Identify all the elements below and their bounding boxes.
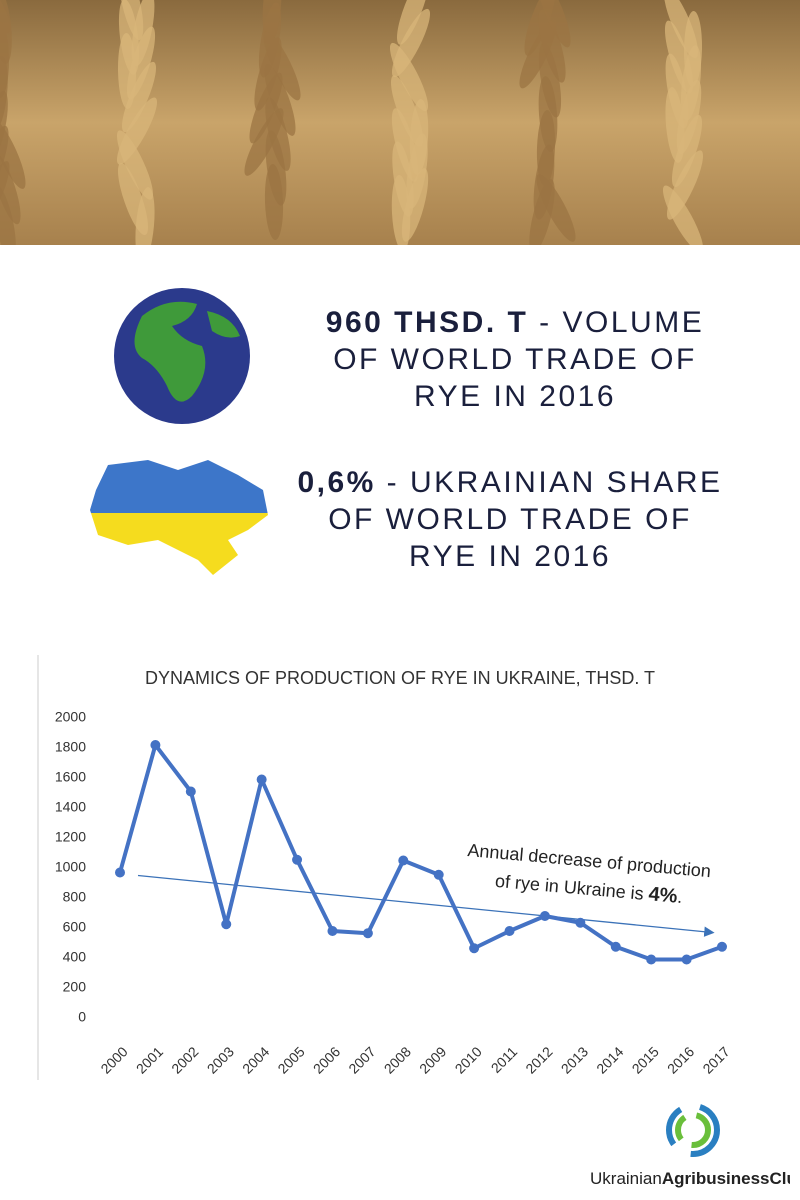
wheat-ear	[0, 119, 26, 189]
x-tick-label: 2017	[699, 1043, 732, 1076]
logo-word: Ukrainian	[590, 1169, 662, 1188]
data-point	[115, 867, 125, 878]
y-tick-label: 200	[63, 979, 87, 995]
data-point	[221, 919, 232, 930]
y-tick-label: 1200	[55, 829, 86, 845]
x-tick-label: 2003	[204, 1043, 237, 1076]
x-tick-label: 2001	[133, 1043, 166, 1076]
data-point	[575, 917, 586, 928]
wheat-ear	[538, 42, 562, 118]
x-tick-label: 2016	[664, 1043, 697, 1076]
globe-icon	[114, 288, 250, 424]
y-tick-label: 0	[78, 1009, 86, 1025]
x-tick-label: 2004	[239, 1043, 272, 1076]
trend-line	[137, 874, 715, 937]
y-tick-label: 400	[63, 949, 87, 965]
x-tick-label: 2008	[381, 1043, 414, 1076]
data-point	[681, 954, 692, 965]
stat-2: 0,6% - UKRAINIAN SHARE OF WORLD TRADE OF…	[290, 464, 730, 575]
data-point	[717, 941, 727, 952]
wheat-ear	[116, 97, 158, 165]
wheat-ear	[264, 64, 296, 136]
wheat-ear	[391, 8, 431, 78]
x-tick-label: 2012	[522, 1043, 555, 1076]
data-point	[256, 774, 267, 785]
data-point	[150, 740, 161, 750]
x-tick-label: 2002	[168, 1043, 201, 1076]
wheat-ear	[0, 151, 21, 225]
wheat-ear	[265, 97, 291, 171]
stat-1: 960 THSD. T - VOLUME OF WORLD TRADE OF R…	[300, 304, 730, 415]
data-point	[433, 869, 444, 880]
data-point	[539, 911, 550, 921]
logo-ring	[666, 1103, 720, 1157]
logo: UkrainianAgribusinessClub	[590, 1103, 790, 1188]
x-tick-label: 2014	[593, 1043, 626, 1076]
y-tick-label: 2000	[55, 709, 86, 725]
ukraine-map	[90, 460, 268, 575]
data-point	[504, 926, 515, 936]
wheat-ear	[683, 11, 703, 87]
data-point	[610, 941, 621, 952]
x-tick-label: 2011	[488, 1043, 521, 1076]
wheat-ear	[666, 150, 704, 220]
wheat-ear	[538, 9, 566, 83]
wheat-ear	[131, 0, 155, 67]
wheat-ear	[262, 0, 282, 44]
data-point	[292, 854, 303, 865]
wheat-ear	[0, 0, 12, 64]
chart: DYNAMICS OF PRODUCTION OF RYE IN UKRAINE…	[37, 655, 733, 1080]
stat-text: - UKRAINIAN SHARE OF WORLD TRADE OF RYE …	[328, 466, 723, 573]
logo-word: Club	[770, 1169, 790, 1188]
chart-title: DYNAMICS OF PRODUCTION OF RYE IN UKRAINE…	[145, 668, 655, 688]
data-point	[646, 954, 657, 965]
x-tick-label: 2005	[274, 1043, 307, 1076]
x-tick-label: 2006	[310, 1043, 343, 1076]
x-tick-label: 2010	[452, 1043, 485, 1076]
logo-word: Agribusiness	[662, 1169, 770, 1188]
wheat-ear	[263, 31, 301, 101]
stat-value: 960 THSD. T	[325, 306, 529, 339]
y-tick-label: 1800	[55, 739, 86, 755]
x-tick-label: 2015	[629, 1043, 662, 1076]
annotation-part: .	[677, 886, 684, 906]
y-tick-label: 1600	[55, 769, 86, 785]
x-tick-label: 2009	[416, 1043, 449, 1076]
wheat-ear	[121, 61, 157, 133]
data-point	[469, 943, 480, 954]
x-tick-label: 2013	[558, 1043, 591, 1076]
data-point	[398, 855, 409, 866]
x-tick-label: 2000	[97, 1043, 130, 1076]
annotation-part: of rye in Ukraine is	[494, 871, 649, 904]
wheat-ear	[0, 184, 16, 245]
stat-text: - VOLUME OF WORLD TRADE OF RYE IN 2016	[333, 306, 705, 413]
x-tick-label: 2007	[345, 1043, 378, 1076]
wheat-ear	[671, 114, 703, 188]
y-tick-label: 800	[63, 889, 87, 905]
wheat-ear	[396, 0, 430, 45]
logo-text: UkrainianAgribusinessClub	[590, 1169, 790, 1188]
y-tick-label: 1000	[55, 859, 86, 875]
wheat-ear	[409, 99, 429, 175]
stat-value: 0,6%	[297, 466, 376, 499]
series-line	[118, 743, 723, 962]
wheat-ear	[537, 0, 571, 48]
y-tick-label: 600	[63, 919, 87, 935]
data-point	[327, 926, 338, 936]
data-point	[185, 786, 196, 797]
data-point	[362, 928, 373, 939]
wheat-ear	[536, 174, 576, 242]
logo-ring	[675, 1112, 711, 1148]
annotation-part: 4%	[648, 884, 679, 908]
wheat-photo	[0, 0, 800, 245]
wheat-ear	[135, 187, 155, 245]
y-tick-label: 1400	[55, 799, 86, 815]
